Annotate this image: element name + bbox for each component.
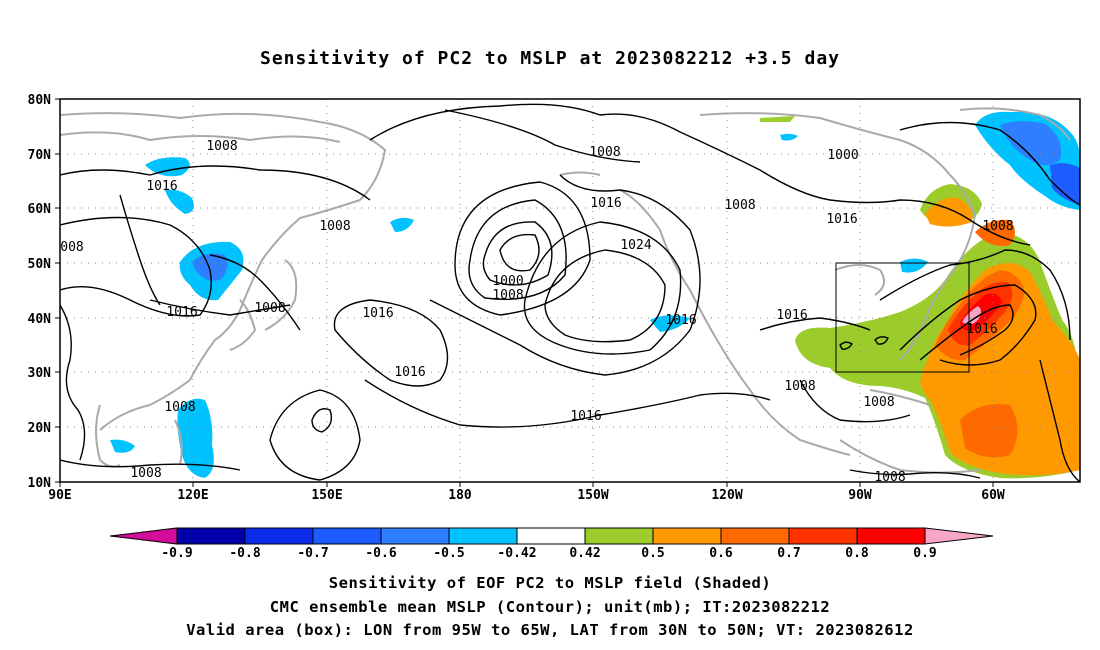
positive-orange-area	[975, 219, 1015, 247]
lat-lon-grid	[60, 99, 1080, 482]
contour-label: 1008	[982, 219, 1013, 234]
lat-label: 10N	[28, 476, 52, 491]
colorbar-labels: -0.9 -0.8 -0.7 -0.6 -0.5 -0.42 0.42 0.5 …	[161, 546, 936, 561]
contour-label: 1008	[724, 198, 755, 213]
contour-label: 1008	[589, 145, 620, 160]
colorbar-cell	[176, 527, 246, 545]
lon-label: 120E	[177, 488, 208, 503]
colorbar-cell	[448, 527, 518, 545]
negative-light-blue-area	[145, 157, 190, 177]
colorbar-label: 0.5	[641, 546, 664, 561]
negative-light-blue-area	[900, 258, 928, 273]
lon-label: 90E	[48, 488, 71, 503]
longitude-labels: 90E 120E 150E 180 150W 120W 90W 60W	[48, 488, 1005, 503]
contour-label: 1016	[166, 305, 197, 320]
contour-label: 1016	[394, 365, 425, 380]
contour-label: 1016	[362, 306, 393, 321]
colorbar-cell	[312, 527, 382, 545]
contour-label: 1000	[492, 274, 523, 289]
colorbar-label: -0.8	[229, 546, 260, 561]
valid-area-box	[835, 262, 970, 373]
contour-label: 1016	[966, 322, 997, 337]
lon-label: 180	[448, 488, 472, 503]
colorbar-label: 0.42	[569, 546, 600, 561]
contour-label: 1016	[570, 409, 601, 424]
negative-light-blue-area	[177, 398, 214, 478]
latitude-labels: 80N 70N 60N 50N 40N 30N 20N 10N	[28, 93, 52, 491]
colorbar-label: -0.42	[497, 546, 536, 561]
colorbar-high-arrow	[924, 527, 994, 545]
contour-label: 1008	[319, 219, 350, 234]
positive-orange-area	[960, 404, 1018, 458]
colorbar-cell	[720, 527, 790, 545]
contour-label: 1016	[665, 313, 696, 328]
caption-line: CMC ensemble mean MSLP (Contour); unit(m…	[269, 598, 831, 616]
colorbar-label: -0.7	[297, 546, 328, 561]
contour-label: 1008	[164, 400, 195, 415]
frame-ticks	[55, 98, 994, 487]
colorbar-cell	[244, 527, 314, 545]
lat-label: 70N	[28, 148, 52, 163]
colorbar-label: 0.7	[777, 546, 800, 561]
caption-line: Valid area (box): LON from 95W to 65W, L…	[186, 621, 914, 639]
contour-label: 1008	[863, 395, 894, 410]
lat-label: 50N	[28, 257, 52, 272]
negative-blue-area	[1000, 121, 1061, 165]
contour-labels: 1008 1016 008 1016 1008 1008 1016 1016 1…	[60, 139, 1013, 485]
colorbar-cell	[856, 527, 926, 545]
colorbar-cell	[652, 527, 722, 545]
negative-light-blue-area	[110, 439, 135, 453]
contour-label: 1008	[254, 301, 285, 316]
colorbar-low-arrow	[109, 527, 178, 545]
page-title: Sensitivity of PC2 to MSLP at 2023082212…	[259, 48, 840, 69]
colorbar	[109, 527, 994, 545]
lon-label: 150E	[311, 488, 342, 503]
contour-label: 1016	[776, 308, 807, 323]
negative-light-blue-area	[780, 133, 798, 141]
positive-max-area	[962, 306, 981, 325]
lon-label: 120W	[711, 488, 742, 503]
contour-label: 1016	[590, 196, 621, 211]
positive-green-area	[760, 116, 795, 122]
mslp-contours	[60, 103, 1080, 482]
sensitivity-shading	[110, 111, 1080, 479]
coastlines	[60, 107, 1071, 474]
colorbar-label: 0.6	[709, 546, 733, 561]
contour-label: 1008	[206, 139, 237, 154]
lat-label: 40N	[28, 312, 52, 327]
contour-label: 008	[60, 240, 83, 255]
lat-label: 30N	[28, 366, 52, 381]
contour-label: 1000	[827, 148, 858, 163]
colorbar-label: -0.5	[433, 546, 464, 561]
colorbar-label: -0.6	[365, 546, 396, 561]
contour-label: 1008	[784, 379, 815, 394]
contour-label: 1008	[492, 288, 523, 303]
contour-label: 1016	[146, 179, 177, 194]
negative-light-blue-area	[390, 217, 414, 232]
negative-blue-area	[192, 253, 228, 281]
lat-label: 20N	[28, 421, 52, 436]
colorbar-cell	[380, 527, 450, 545]
lat-label: 60N	[28, 202, 52, 217]
negative-light-blue-area	[650, 315, 690, 332]
contour-label-extra: 1008	[130, 466, 161, 481]
contour-label: 1024	[620, 238, 651, 253]
colorbar-cell	[516, 527, 586, 545]
map-frame	[59, 98, 1081, 483]
lat-label: 80N	[28, 93, 52, 108]
colorbar-label: -0.9	[161, 546, 192, 561]
colorbar-label: 0.8	[845, 546, 869, 561]
colorbar-cell	[788, 527, 858, 545]
contour-label: 1008	[130, 466, 161, 481]
colorbar-label: 0.9	[913, 546, 936, 561]
contour-label: 1016	[826, 212, 857, 227]
lon-label: 90W	[848, 488, 872, 503]
lon-label: 150W	[577, 488, 608, 503]
colorbar-cell	[584, 527, 654, 545]
caption-line: Sensitivity of EOF PC2 to MSLP field (Sh…	[328, 574, 772, 592]
lon-label: 60W	[981, 488, 1005, 503]
negative-dark-blue-area	[1050, 163, 1080, 205]
